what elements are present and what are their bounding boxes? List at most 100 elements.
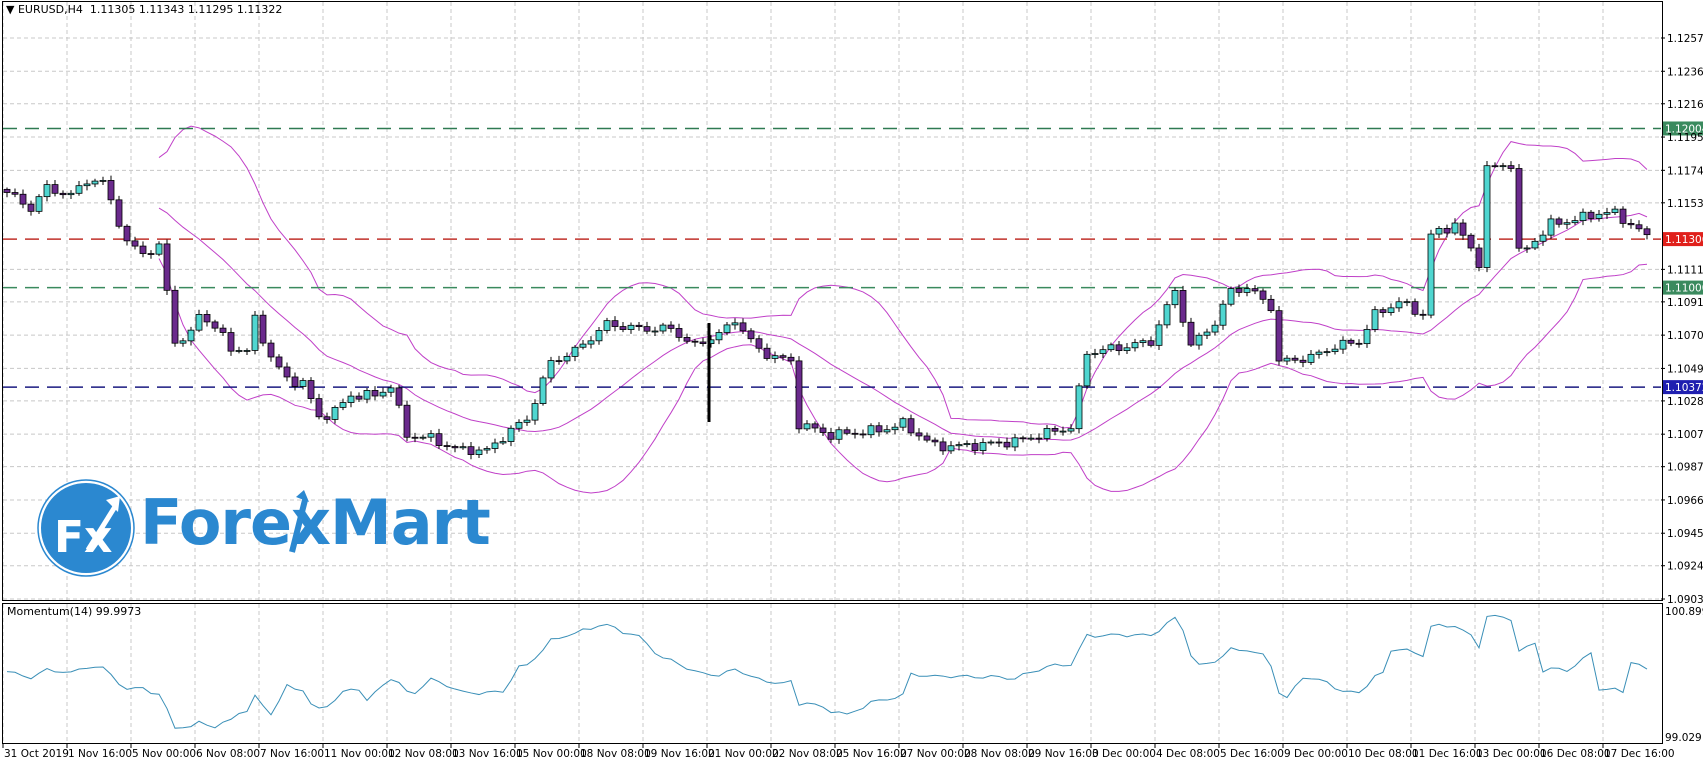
candle-bullish (1403, 301, 1411, 304)
candle-bearish (1507, 165, 1515, 169)
bollinger-bands (158, 125, 1648, 494)
horizontal-levels[interactable]: 1.12004 1.11306 1.11000 1.10372 (3, 121, 1703, 395)
candle-bullish (1195, 334, 1203, 346)
candle-bullish (299, 380, 307, 387)
candle-bullish (1579, 211, 1587, 222)
candle-bearish (915, 432, 923, 437)
time-label: 12 Nov 08:00 (388, 748, 459, 760)
price-tick-label: 1.12160 (1667, 99, 1703, 111)
logo-name: ForexMart (140, 486, 491, 559)
candle-bullish (1059, 430, 1067, 433)
candle-bullish (1171, 290, 1179, 306)
candle-bearish (123, 225, 131, 242)
logo-arrowhead-icon (106, 496, 120, 512)
candle-bullish (1203, 331, 1211, 336)
ohlc-values: 1.11305 1.11343 1.11295 1.11322 (89, 3, 283, 16)
price-tick-label: 1.10075 (1667, 429, 1703, 441)
price-level-label: 1.11306 (1665, 234, 1703, 246)
time-label: 11 Nov 00:00 (324, 748, 395, 760)
candle-bearish (691, 340, 699, 343)
candle-bullish (603, 320, 611, 331)
candle-bearish (19, 193, 27, 205)
candle-bearish (1147, 340, 1155, 346)
candle-bearish (795, 360, 803, 430)
candle-bullish (1123, 347, 1131, 352)
candle-bearish (907, 418, 915, 434)
candle-bearish (1187, 321, 1195, 346)
candle-bullish (1363, 329, 1371, 345)
price-tick-label: 1.09245 (1667, 561, 1703, 573)
time-label: 22 Nov 08:00 (772, 748, 843, 760)
candle-bullish (547, 360, 555, 379)
candle-bullish (1371, 309, 1379, 330)
candle-bullish (571, 346, 579, 357)
price-level-badge (1662, 280, 1703, 295)
candle-bullish (387, 387, 395, 393)
candle-bearish (1251, 288, 1259, 292)
price-tick-label: 1.11535 (1667, 198, 1703, 210)
candle-bullish (155, 243, 163, 255)
time-label: 13 Nov 16:00 (452, 748, 523, 760)
candle-bearish (1347, 339, 1355, 344)
pane-frames (2, 1, 1663, 744)
chart-header: ▼ EURUSD,H4 1.11305 1.11343 1.11295 1.11… (6, 3, 282, 16)
candle-bearish (811, 423, 819, 429)
time-label: 11 Dec 16:00 (1412, 748, 1483, 760)
price-tick-label: 1.10285 (1667, 396, 1703, 408)
candle-bearish (1411, 301, 1419, 315)
candle-bearish (227, 332, 235, 352)
candle-bearish (291, 376, 299, 387)
candle-bearish (163, 243, 171, 291)
candle-bearish (1051, 428, 1059, 432)
candle-bullish (1315, 351, 1323, 355)
price-level-badge (1662, 232, 1703, 247)
price-tick-label: 1.11740 (1667, 165, 1703, 177)
candle-bullish (955, 444, 963, 447)
candle-bullish (1571, 220, 1579, 224)
bollinger-lower (158, 258, 1648, 494)
bollinger-middle (158, 207, 1648, 441)
candle-bullish (1283, 357, 1291, 362)
candle-bullish (1451, 222, 1459, 234)
time-label: 31 Oct 2019 (4, 748, 69, 760)
candle-bullish (1539, 234, 1547, 242)
candle-bearish (619, 326, 627, 330)
candles (3, 160, 1651, 460)
time-label: 19 Nov 16:00 (644, 748, 715, 760)
grid (2, 2, 1661, 743)
candle-bullish (899, 418, 907, 428)
candle-bearish (939, 441, 947, 452)
candle-bearish (1035, 437, 1043, 440)
candle-bullish (1163, 304, 1171, 326)
price-tick-label: 1.09450 (1667, 528, 1703, 540)
price-level-label: 1.10372 (1665, 382, 1703, 394)
candle-bullish (419, 436, 427, 439)
collapse-arrow-icon[interactable]: ▼ (6, 3, 15, 16)
candle-bearish (755, 338, 763, 349)
candle-bearish (683, 337, 691, 342)
candle-bullish (1339, 339, 1347, 350)
candle-bullish (627, 324, 635, 330)
logo-circle (39, 481, 133, 575)
price-tick-label: 1.10490 (1667, 363, 1703, 375)
candle-bearish (779, 355, 787, 358)
time-label: 4 Dec 08:00 (1156, 748, 1220, 760)
candle-bearish (1491, 165, 1499, 168)
main-pane-frame (2, 1, 1663, 601)
candle-bullish (1323, 351, 1331, 354)
candle-bullish (75, 185, 83, 194)
candle-bearish (763, 347, 771, 359)
time-label: 29 Nov 16:00 (1028, 748, 1099, 760)
candle-bearish (1179, 290, 1187, 323)
candle-bullish (1243, 288, 1251, 293)
time-label: 5 Nov 00:00 (132, 748, 196, 760)
candle-bearish (971, 443, 979, 451)
price-level-label: 1.11000 (1665, 283, 1703, 295)
time-label: 7 Nov 16:00 (260, 748, 324, 760)
candle-bullish (179, 340, 187, 344)
candle-bearish (1299, 359, 1307, 363)
candle-bearish (1619, 208, 1627, 224)
candle-bearish (859, 433, 867, 436)
candle-bearish (1275, 310, 1283, 362)
